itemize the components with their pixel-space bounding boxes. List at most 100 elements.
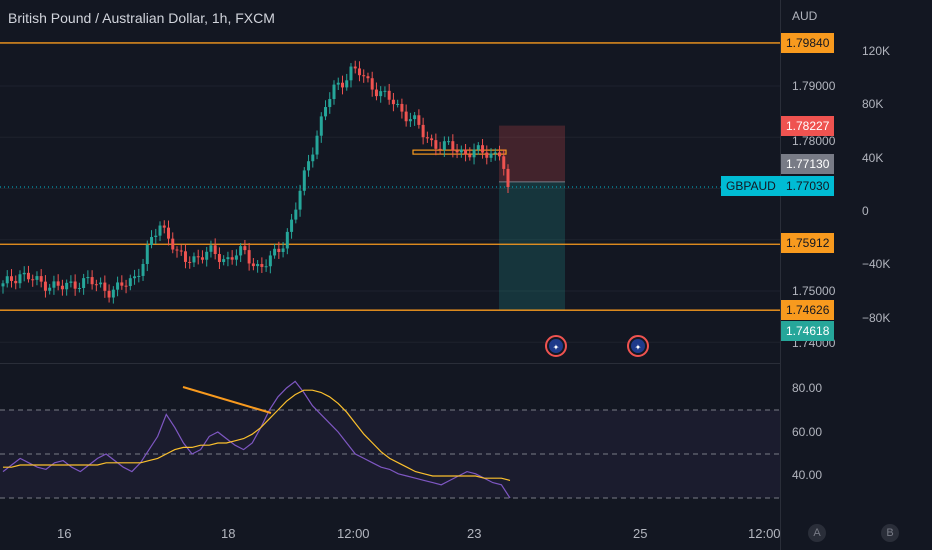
candle-body bbox=[447, 141, 451, 143]
candle-body bbox=[22, 272, 26, 275]
candle-body bbox=[60, 285, 64, 290]
candle-body bbox=[1, 283, 5, 287]
candle-body bbox=[268, 255, 272, 267]
candle-body bbox=[319, 116, 323, 136]
candle-body bbox=[298, 190, 302, 210]
candle-body bbox=[145, 244, 149, 264]
price-grid bbox=[0, 85, 780, 343]
candle-body bbox=[464, 149, 468, 155]
stop-loss-tag: 1.78227 bbox=[781, 116, 835, 136]
candle-body bbox=[213, 245, 217, 255]
rsi-axis-label: 40.00 bbox=[792, 468, 823, 482]
economic-events[interactable]: ✦ ✦ bbox=[545, 335, 649, 357]
horizontal-levels[interactable] bbox=[0, 42, 780, 311]
candle-body bbox=[489, 153, 493, 158]
candle-body bbox=[188, 261, 192, 263]
rsi-pane bbox=[0, 380, 780, 499]
candle-body bbox=[349, 66, 353, 81]
candle-body bbox=[56, 281, 60, 286]
candle-body bbox=[442, 141, 446, 150]
pane-separator[interactable] bbox=[0, 363, 780, 364]
candle-body bbox=[111, 289, 115, 298]
candle-body bbox=[162, 225, 166, 228]
candle-body bbox=[124, 285, 128, 287]
candle-body bbox=[430, 138, 434, 141]
candle-body bbox=[200, 257, 204, 260]
level-price-tag: 1.75912 bbox=[781, 233, 835, 253]
candle-body bbox=[167, 227, 171, 239]
candle-body bbox=[26, 272, 30, 280]
candle-body bbox=[103, 282, 107, 291]
candle-body bbox=[396, 103, 400, 105]
candle-body bbox=[239, 246, 243, 256]
candle-body bbox=[434, 140, 438, 149]
candle-body bbox=[99, 282, 103, 285]
candle-body bbox=[370, 78, 374, 90]
candle-body bbox=[285, 231, 289, 249]
rsi-axis-label: 60.00 bbox=[792, 425, 823, 439]
candle-body bbox=[451, 141, 455, 151]
candle-body bbox=[247, 250, 251, 264]
volume-axis-label: −80K bbox=[862, 311, 891, 325]
candle-body bbox=[404, 111, 408, 122]
candle-body bbox=[86, 277, 90, 279]
candle-body bbox=[196, 256, 200, 258]
candle-body bbox=[48, 287, 52, 291]
candle-body bbox=[502, 156, 506, 169]
candle-body bbox=[133, 276, 137, 279]
candle-body bbox=[281, 248, 285, 253]
chart-canvas[interactable]: ✦ ✦ bbox=[0, 0, 780, 550]
candle-body bbox=[256, 264, 260, 267]
svg-text:✦: ✦ bbox=[635, 343, 642, 352]
candle-body bbox=[315, 135, 319, 155]
candle-body bbox=[332, 84, 336, 100]
candle-body bbox=[31, 279, 35, 281]
volume-axis-label: −40K bbox=[862, 257, 891, 271]
candle-body bbox=[472, 149, 476, 158]
candle-body bbox=[459, 149, 463, 153]
candle-body bbox=[179, 250, 183, 252]
time-axis-label: 12:00 bbox=[748, 526, 781, 541]
consolidation-rectangle bbox=[412, 149, 507, 155]
price-axis-border bbox=[780, 0, 781, 550]
time-axis-label: 23 bbox=[467, 526, 482, 541]
candle-body bbox=[35, 276, 39, 280]
candle-body bbox=[357, 68, 361, 76]
take-profit-tag: 1.74618 bbox=[781, 321, 835, 341]
candle-body bbox=[400, 103, 404, 112]
candle-body bbox=[69, 281, 73, 283]
candle-body bbox=[137, 275, 141, 277]
candle-body bbox=[183, 251, 187, 262]
candle-body bbox=[374, 89, 378, 97]
candle-body bbox=[366, 76, 370, 79]
candle-body bbox=[77, 288, 81, 290]
candle-body bbox=[251, 263, 255, 267]
candle-body bbox=[438, 148, 442, 150]
position-tool[interactable] bbox=[499, 125, 565, 311]
auto-scale-button[interactable]: A bbox=[808, 524, 826, 542]
candle-body bbox=[264, 266, 268, 268]
volume-axis-label: 120K bbox=[862, 44, 891, 58]
price-axis-label: 1.79000 bbox=[792, 79, 836, 93]
scale-button[interactable]: B bbox=[881, 524, 899, 542]
candle-body bbox=[226, 257, 230, 260]
candle-body bbox=[408, 119, 412, 122]
time-axis-label: 16 bbox=[57, 526, 72, 541]
event-flag-icon[interactable]: ✦ bbox=[545, 335, 567, 357]
candle-body bbox=[506, 168, 510, 187]
candle-body bbox=[493, 152, 497, 154]
svg-text:✦: ✦ bbox=[553, 343, 560, 352]
candle-body bbox=[485, 152, 489, 158]
candle-body bbox=[468, 154, 472, 158]
volume-axis-label: 40K bbox=[862, 151, 884, 165]
candle-body bbox=[290, 219, 294, 232]
volume-axis-label: 0 bbox=[862, 204, 869, 218]
candle-body bbox=[476, 145, 480, 150]
candle-body bbox=[387, 90, 391, 100]
candle-body bbox=[43, 281, 47, 291]
candle-body bbox=[498, 152, 502, 157]
candle-body bbox=[481, 145, 485, 153]
event-flag-icon[interactable]: ✦ bbox=[627, 335, 649, 357]
candle-body bbox=[65, 282, 69, 290]
candle-body bbox=[391, 99, 395, 105]
